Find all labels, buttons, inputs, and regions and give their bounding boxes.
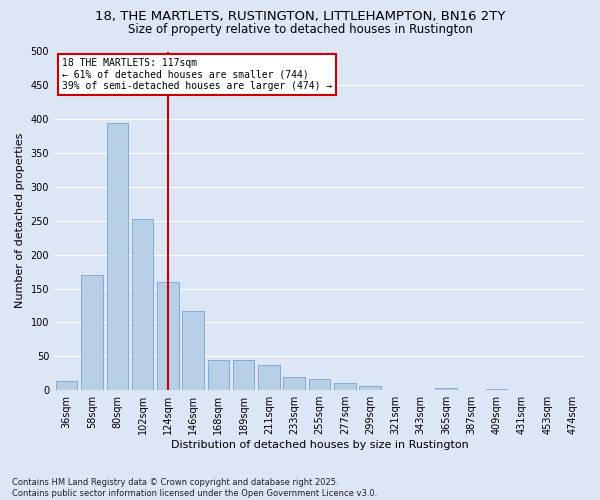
Bar <box>81 275 103 390</box>
Text: Contains HM Land Registry data © Crown copyright and database right 2025.
Contai: Contains HM Land Registry data © Crown c… <box>12 478 377 498</box>
Bar <box>132 219 153 390</box>
Bar <box>56 380 77 390</box>
Bar <box>107 122 128 390</box>
Bar <box>157 282 179 390</box>
X-axis label: Distribution of detached houses by size in Rustington: Distribution of detached houses by size … <box>170 440 469 450</box>
Bar <box>258 365 280 390</box>
Text: 18 THE MARTLETS: 117sqm
← 61% of detached houses are smaller (744)
39% of semi-d: 18 THE MARTLETS: 117sqm ← 61% of detache… <box>62 58 332 92</box>
Bar <box>435 388 457 390</box>
Bar <box>208 360 229 390</box>
Y-axis label: Number of detached properties: Number of detached properties <box>15 133 25 308</box>
Text: Size of property relative to detached houses in Rustington: Size of property relative to detached ho… <box>128 22 472 36</box>
Bar <box>359 386 381 390</box>
Bar <box>233 360 254 390</box>
Text: 18, THE MARTLETS, RUSTINGTON, LITTLEHAMPTON, BN16 2TY: 18, THE MARTLETS, RUSTINGTON, LITTLEHAMP… <box>95 10 505 23</box>
Bar <box>309 379 330 390</box>
Bar <box>182 311 204 390</box>
Bar <box>334 384 356 390</box>
Bar <box>283 377 305 390</box>
